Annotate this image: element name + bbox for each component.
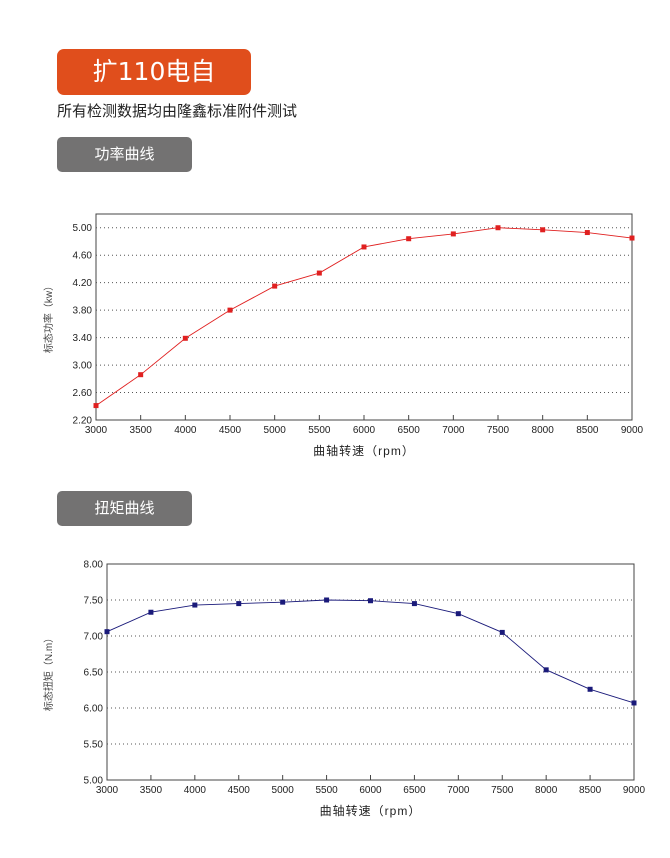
y-tick-label: 5.00 — [73, 223, 93, 234]
data-point — [499, 629, 505, 635]
x-tick-label: 3000 — [85, 425, 108, 436]
data-point — [280, 599, 286, 605]
data-point — [455, 611, 461, 617]
x-axis-label: 曲轴转速（rpm） — [313, 443, 415, 458]
data-point — [148, 609, 154, 615]
y-tick-label: 7.00 — [84, 632, 104, 643]
x-tick-label: 6500 — [403, 785, 426, 796]
plot-area — [106, 563, 635, 781]
x-tick-label: 5500 — [308, 425, 331, 436]
data-point — [182, 335, 188, 341]
y-tick-label: 3.80 — [73, 306, 93, 317]
chart-1: 2.20 2.60 3.00 3.40 3.80 4.20 4.60 5.00 3000 3500… — [42, 213, 644, 458]
x-tick-label: 8000 — [535, 785, 558, 796]
data-point — [584, 230, 590, 236]
x-tick-label: 5000 — [272, 785, 295, 796]
y-tick-label: 5.00 — [84, 776, 104, 787]
data-point — [540, 227, 546, 233]
x-tick-label: 6500 — [398, 425, 421, 436]
y-axis-label: 标态扭矩（N.m） — [42, 633, 55, 711]
y-axis-label: 标态功率（kw） — [42, 281, 55, 353]
model-title-badge: 扩110电自 — [57, 49, 251, 95]
y-tick-label: 5.50 — [84, 740, 104, 751]
data-point — [361, 244, 367, 250]
subtitle: 所有检测数据均由隆鑫标准附件测试 — [57, 102, 298, 120]
data-point — [93, 403, 99, 409]
x-tick-label: 3000 — [96, 785, 119, 796]
data-point — [272, 283, 278, 289]
data-point — [406, 236, 412, 242]
data-point — [368, 598, 373, 604]
data-point — [138, 372, 144, 378]
x-tick-label: 6000 — [353, 425, 376, 436]
data-point — [104, 629, 110, 635]
data-point — [631, 700, 637, 706]
y-tick-label: 3.00 — [73, 361, 93, 372]
data-point — [227, 307, 233, 313]
x-tick-label: 7000 — [447, 785, 470, 796]
section-torque-label: 扭矩曲线 — [57, 491, 192, 526]
data-point — [629, 235, 635, 241]
data-point — [316, 270, 322, 276]
data-point — [495, 225, 501, 231]
data-point — [587, 686, 593, 692]
x-tick-label: 7500 — [487, 425, 510, 436]
x-tick-label: 4500 — [228, 785, 251, 796]
x-tick-label: 9000 — [623, 785, 646, 796]
data-point — [236, 601, 242, 607]
x-tick-label: 9000 — [621, 425, 644, 436]
y-tick-label: 4.60 — [73, 251, 93, 262]
x-tick-label: 6000 — [359, 785, 382, 796]
x-tick-label: 8500 — [576, 425, 599, 436]
y-tick-label: 2.20 — [73, 416, 93, 427]
x-tick-label: 4000 — [184, 785, 207, 796]
x-tick-label: 7500 — [491, 785, 514, 796]
y-tick-label: 6.00 — [84, 704, 104, 715]
x-tick-label: 5500 — [315, 785, 338, 796]
x-tick-label: 5000 — [264, 425, 287, 436]
x-tick-label: 3500 — [130, 425, 153, 436]
section-power-label: 功率曲线 — [57, 137, 192, 172]
y-tick-label: 7.50 — [84, 596, 104, 607]
x-tick-label: 8000 — [532, 425, 555, 436]
data-point — [324, 597, 330, 603]
data-point — [192, 602, 198, 608]
x-axis-label: 曲轴转速（rpm） — [320, 803, 422, 818]
data-point — [411, 601, 417, 607]
y-tick-label: 3.40 — [73, 333, 93, 344]
x-tick-label: 3500 — [140, 785, 163, 796]
x-tick-label: 8500 — [579, 785, 602, 796]
data-point — [450, 231, 456, 237]
y-tick-label: 2.60 — [73, 388, 93, 399]
y-tick-label: 6.50 — [84, 668, 104, 679]
x-tick-label: 4000 — [174, 425, 197, 436]
x-tick-label: 4500 — [219, 425, 242, 436]
chart-2: 5.00 5.50 6.00 6.50 7.00 7.50 8.00 3000 3500 4000… — [42, 560, 646, 819]
x-tick-label: 7000 — [442, 425, 465, 436]
y-tick-label: 4.20 — [73, 278, 93, 289]
data-point — [543, 667, 549, 673]
y-tick-label: 8.00 — [84, 560, 104, 571]
